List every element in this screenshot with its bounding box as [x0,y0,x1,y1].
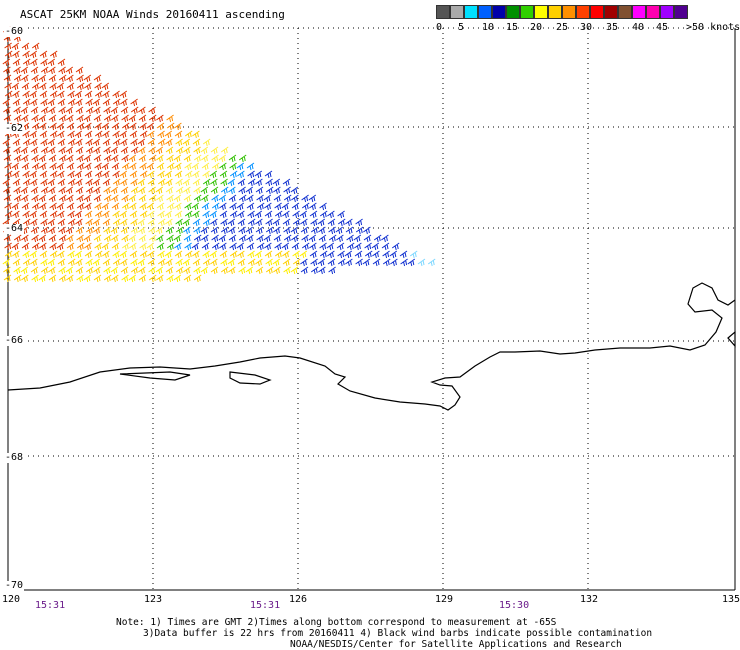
scale-label: 30 [580,22,593,33]
lon-label-123: 123 [144,594,163,605]
scale-swatch [646,5,660,19]
scale-swatch [436,5,450,19]
lat-label-70: -70 [4,580,25,591]
wind-barb-group [174,162,255,251]
scale-label: 0 [436,22,443,33]
wind-barbs [2,26,436,283]
scale-swatch [576,5,590,19]
scale-label: 5 [458,22,465,33]
scale-swatch [632,5,646,19]
scale-swatch [590,5,604,19]
lon-label-120: 120 [2,594,21,605]
note-line-1: Note: 1) Times are GMT 2)Times along bot… [116,617,557,628]
scale-label: 20 [530,22,543,33]
scale-swatch [562,5,576,19]
lat-label-64: -64 [4,223,25,234]
note-line-3: NOAA/NESDIS/Center for Satellite Applica… [290,639,622,650]
wind-barb-group [2,250,308,283]
wind-barb-group [66,114,183,251]
wind-barb-group [191,170,416,275]
time-label: 15:31 [250,600,281,611]
lon-label-132: 132 [580,594,599,605]
time-label: 15:31 [35,600,66,611]
scale-swatch [548,5,562,19]
note-line-2: 3)Data buffer is 22 hrs from 20160411 4)… [143,628,653,639]
lon-label-135: 135 [722,594,740,605]
scale-swatch [660,5,674,19]
lon-label-126: 126 [289,594,308,605]
wind-barb-group [409,250,436,267]
lat-label-66: -66 [4,335,25,346]
scale-label: 35 [606,22,619,33]
scale-swatch [478,5,492,19]
scale-swatch [450,5,464,19]
scale-label: 45 [656,22,669,33]
map-title: ASCAT 25KM NOAA Winds 20160411 ascending [20,8,285,21]
scale-swatch [506,5,520,19]
graticule [8,27,735,590]
scale-swatch [604,5,618,19]
wind-barb-group [2,26,164,251]
scale-swatch [534,5,548,19]
time-label: 15:30 [499,600,530,611]
scale-swatch [464,5,478,19]
scale-swatch [618,5,632,19]
lon-label-129: 129 [435,594,454,605]
scale-label: 15 [506,22,519,33]
lat-label-68: -68 [4,452,25,463]
scale-swatch [492,5,506,19]
coastline [7,282,736,411]
wind-barb-group [121,138,229,251]
scale-swatch [674,5,688,19]
wind-barb-group [156,154,247,251]
footnotes: Note: 1) Times are GMT 2)Times along bot… [116,617,652,650]
lat-label-60: -60 [4,26,25,37]
lat-label-62: -62 [4,123,25,134]
wind-barb-group [3,130,301,283]
scale-swatch [520,5,534,19]
scale-label: 25 [556,22,569,33]
